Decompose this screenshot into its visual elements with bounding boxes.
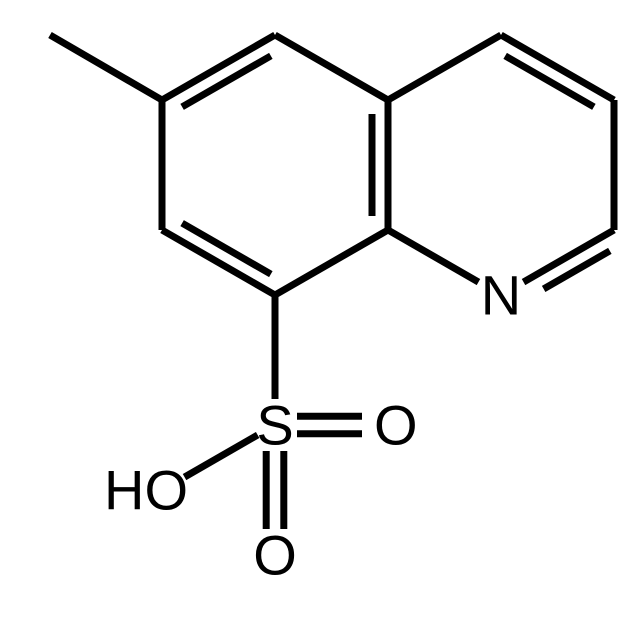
atom-label-O_right: O bbox=[374, 394, 418, 457]
atom-label-N1: N bbox=[481, 264, 521, 327]
atom-label-O_left: HO bbox=[104, 459, 188, 522]
atom-label-S: S bbox=[256, 394, 293, 457]
atom-label-O_bottom: O bbox=[253, 524, 297, 587]
chemical-structure: N S O O HO bbox=[0, 0, 640, 628]
